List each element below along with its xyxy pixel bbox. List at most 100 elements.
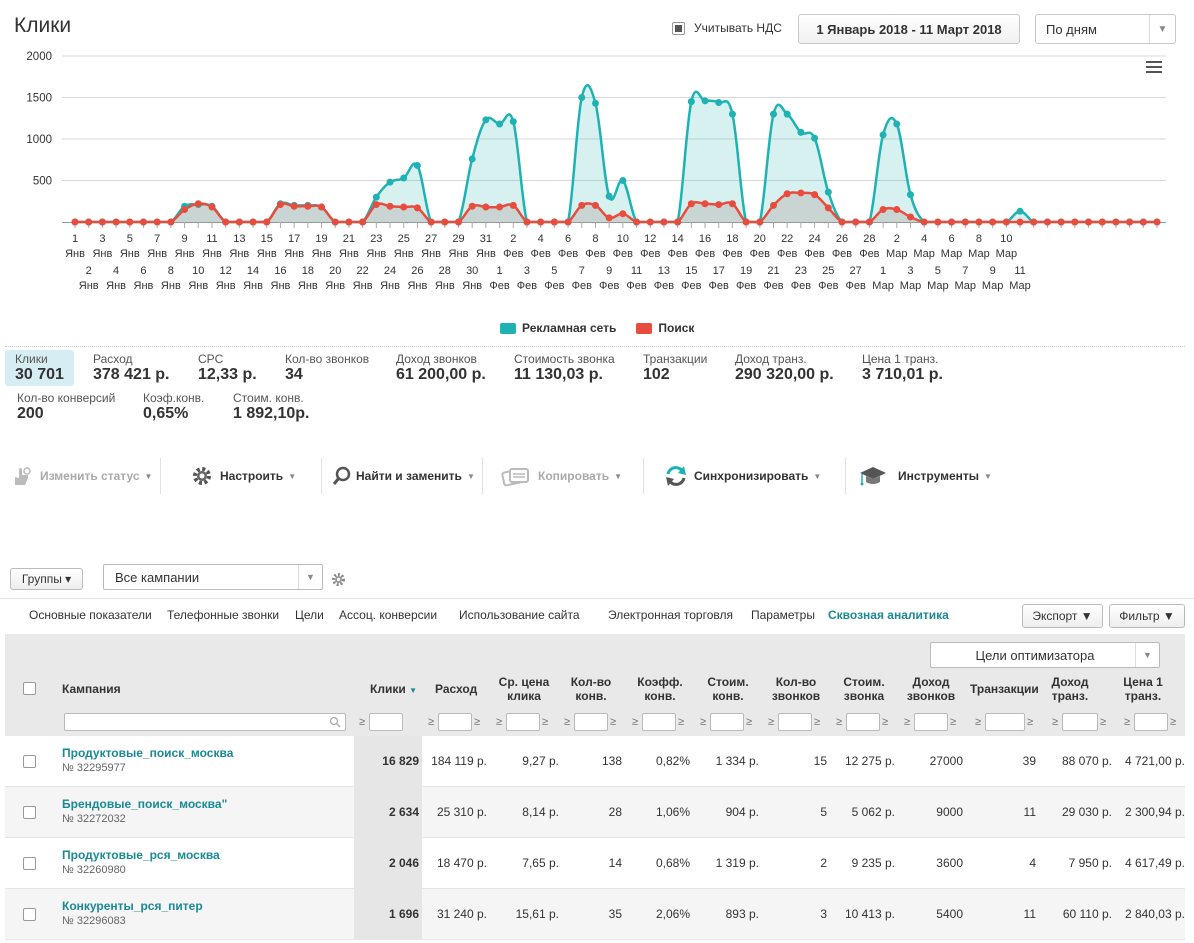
filter-input[interactable] bbox=[1062, 713, 1098, 731]
vat-checkbox[interactable] bbox=[672, 21, 685, 35]
tab-site-usage[interactable]: Использование сайта bbox=[459, 608, 580, 622]
copy-button[interactable]: Копировать ▼ bbox=[500, 462, 622, 490]
filter-conversions-pre[interactable]: ≥ bbox=[542, 713, 552, 731]
filter-avg-cpc-2[interactable]: ≥ bbox=[496, 713, 540, 731]
campaign-name-link[interactable]: Конкуренты_рся_питер bbox=[62, 899, 203, 913]
filter-input[interactable] bbox=[914, 713, 948, 731]
legend-item-network[interactable]: Рекламная сеть bbox=[500, 321, 616, 335]
tab-goals[interactable]: Цели bbox=[295, 608, 324, 622]
col-clicks[interactable]: Клики ▼ bbox=[370, 682, 417, 698]
filter-input[interactable] bbox=[369, 713, 403, 731]
filter-conversions[interactable]: ≥ bbox=[564, 713, 608, 731]
export-button[interactable]: Экспорт ▼ bbox=[1022, 604, 1103, 628]
stat-call-revenue[interactable]: Доход звонков 61 200,00 р. bbox=[396, 352, 486, 384]
tab-assoc-conversions[interactable]: Ассоц. конверсии bbox=[339, 608, 438, 622]
stat-call-cost[interactable]: Стоимость звонка 11 130,03 р. bbox=[514, 352, 615, 384]
optimizer-goals-select[interactable]: Цели оптимизатора ▼ bbox=[930, 642, 1160, 668]
col-call-cost[interactable]: Стоим. звонка bbox=[836, 675, 892, 703]
stat-transaction-price[interactable]: Цена 1 транз. 3 710,01 р. bbox=[862, 352, 943, 384]
sync-button[interactable]: Синхронизировать ▼ bbox=[664, 462, 821, 490]
filter-input[interactable] bbox=[438, 713, 472, 731]
table-row[interactable]: Конкуренты_рся_питер № 32296083 1 696 31… bbox=[5, 889, 1185, 940]
table-row[interactable]: Продуктовые_рся_москва № 32260980 2 046 … bbox=[5, 838, 1185, 889]
change-status-button[interactable]: Изменить статус ▼ bbox=[10, 462, 152, 490]
filter-input[interactable] bbox=[710, 713, 744, 731]
stat-conversion-cost[interactable]: Стоим. конв. 1 892,10р. bbox=[233, 391, 310, 423]
filter-input[interactable] bbox=[778, 713, 812, 731]
col-calls[interactable]: Кол-во звонков bbox=[768, 675, 824, 703]
groups-button[interactable]: Группы ▾ bbox=[10, 568, 83, 590]
stat-clicks[interactable]: Клики 30 701 bbox=[5, 350, 74, 386]
vat-toggle[interactable]: Учитывать НДС bbox=[672, 21, 782, 35]
stat-conversions[interactable]: Кол-во конверсий 200 bbox=[17, 391, 115, 423]
filter-input[interactable] bbox=[846, 713, 880, 731]
hamburger-menu-icon[interactable] bbox=[1146, 61, 1162, 74]
filter-button[interactable]: Фильтр ▼ bbox=[1109, 604, 1185, 628]
stat-cpc[interactable]: CPC 12,33 р. bbox=[198, 352, 257, 384]
col-transaction-revenue[interactable]: Доход транз. bbox=[1045, 675, 1095, 703]
tab-phone-calls[interactable]: Телефонные звонки bbox=[167, 608, 280, 622]
stat-calls[interactable]: Кол-во звонков 34 bbox=[285, 352, 369, 384]
filter-call-cost[interactable]: ≥ bbox=[836, 713, 880, 731]
row-checkbox[interactable] bbox=[23, 908, 36, 921]
table-row[interactable]: Брендовые_поиск_москва" № 32272032 2 634… bbox=[5, 787, 1185, 838]
tools-button[interactable]: Инструменты ▼ bbox=[858, 462, 992, 490]
col-cost[interactable]: Расход bbox=[435, 682, 478, 696]
tab-main-metrics[interactable]: Основные показатели bbox=[29, 608, 152, 622]
stat-transactions[interactable]: Транзакции 102 bbox=[643, 352, 707, 384]
date-range-button[interactable]: 1 Январь 2018 - 11 Март 2018 bbox=[798, 14, 1020, 44]
filter-transaction-revenue[interactable]: ≥ bbox=[1052, 713, 1098, 731]
stat-transaction-revenue[interactable]: Доход транз. 290 320,00 р. bbox=[735, 352, 834, 384]
filter-input[interactable] bbox=[506, 713, 540, 731]
tab-end-to-end-analytics[interactable]: Сквозная аналитика bbox=[828, 608, 949, 622]
col-conversion-rate[interactable]: Коэфф. конв. bbox=[630, 675, 690, 703]
filter-avg-cpc[interactable]: ≥ bbox=[474, 713, 484, 731]
filter-clicks[interactable]: ≥ bbox=[359, 713, 403, 731]
filter-input[interactable] bbox=[642, 713, 676, 731]
col-call-revenue[interactable]: Доход звонков bbox=[903, 675, 959, 703]
gear-icon[interactable] bbox=[331, 572, 346, 587]
row-checkbox[interactable] bbox=[23, 857, 36, 870]
row-checkbox[interactable] bbox=[23, 755, 36, 768]
col-transactions[interactable]: Транзакции bbox=[970, 682, 1039, 696]
filter-cost[interactable]: ≥ bbox=[428, 713, 472, 731]
row-checkbox[interactable] bbox=[23, 806, 36, 819]
tab-ecommerce[interactable]: Электронная торговля bbox=[608, 608, 733, 622]
col-avg-cpc[interactable]: Ср. цена клика bbox=[494, 675, 554, 703]
filter-callrev-pre[interactable]: ≥ bbox=[882, 713, 892, 731]
table-row[interactable]: Продуктовые_поиск_москва № 32295977 16 8… bbox=[5, 736, 1185, 787]
filter-calls[interactable]: ≥ bbox=[768, 713, 812, 731]
filter-input[interactable] bbox=[1134, 713, 1168, 731]
col-conversion-cost[interactable]: Стоим. конв. bbox=[700, 675, 756, 703]
filter-conversion-cost[interactable]: ≥ bbox=[700, 713, 744, 731]
stat-cost[interactable]: Расход 378 421 р. bbox=[93, 352, 170, 384]
filter-cc-pre[interactable]: ≥ bbox=[678, 713, 688, 731]
filter-input[interactable] bbox=[985, 713, 1025, 731]
stat-conversion-rate[interactable]: Коэф.конв. 0,65% bbox=[143, 391, 204, 423]
col-campaign[interactable]: Кампания bbox=[62, 682, 121, 696]
filter-conversion-rate[interactable]: ≥ bbox=[632, 713, 676, 731]
filter-input[interactable] bbox=[574, 713, 608, 731]
filter-callcost-pre[interactable]: ≥ bbox=[814, 713, 824, 731]
legend-item-search[interactable]: Поиск bbox=[636, 321, 694, 335]
campaign-select[interactable]: Все кампании ▼ bbox=[103, 564, 323, 590]
filter-call-revenue[interactable]: ≥ bbox=[904, 713, 948, 731]
period-select[interactable]: По дням ▼ bbox=[1035, 14, 1176, 44]
filter-cr-pre[interactable]: ≥ bbox=[610, 713, 620, 731]
find-replace-button[interactable]: Найти и заменить ▼ bbox=[330, 462, 475, 490]
campaign-name-link[interactable]: Продуктовые_рся_москва bbox=[62, 848, 220, 862]
col-transaction-price[interactable]: Цена 1 транз. bbox=[1118, 675, 1168, 703]
filter-trrev-pre[interactable]: ≥ bbox=[1027, 713, 1037, 731]
campaign-name-link[interactable]: Брендовые_поиск_москва" bbox=[62, 797, 228, 811]
select-all-checkbox[interactable] bbox=[23, 682, 36, 695]
tab-parameters[interactable]: Параметры bbox=[751, 608, 815, 622]
filter-transactions[interactable]: ≥ bbox=[975, 713, 1025, 731]
filter-tr-pre[interactable]: ≥ bbox=[950, 713, 960, 731]
filter-trprice-pre[interactable]: ≥ bbox=[1100, 713, 1110, 731]
col-conversions[interactable]: Кол-во конв. bbox=[563, 675, 619, 703]
campaign-name-link[interactable]: Продуктовые_поиск_москва bbox=[62, 746, 234, 760]
filter-transaction-price[interactable]: ≥ ≥ bbox=[1124, 713, 1180, 731]
configure-button[interactable]: Настроить ▼ bbox=[190, 462, 296, 490]
filter-calls-pre[interactable]: ≥ bbox=[746, 713, 756, 731]
campaign-filter-input[interactable] bbox=[64, 713, 346, 731]
